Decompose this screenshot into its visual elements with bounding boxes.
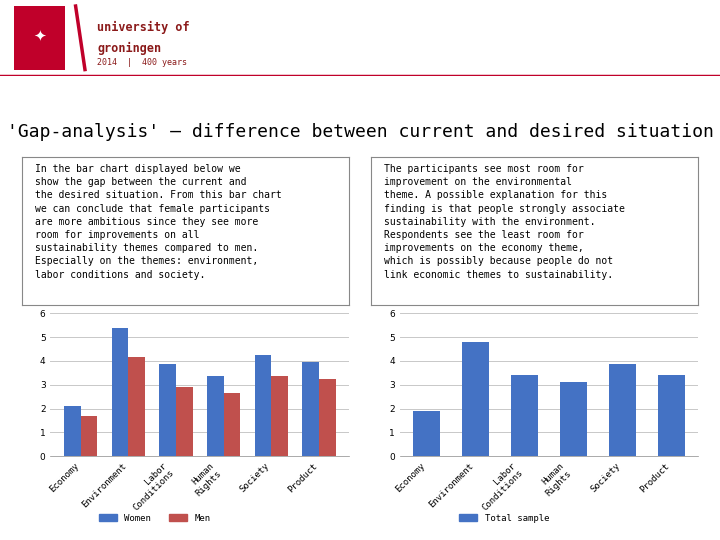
Bar	[128, 357, 145, 456]
Bar	[176, 387, 193, 456]
Text: groningen: groningen	[97, 42, 161, 55]
Bar	[224, 393, 240, 456]
Bar	[511, 375, 538, 456]
Text: The participants see most room for
improvement on the environmental
theme. A pos: The participants see most room for impro…	[384, 164, 625, 280]
Text: university of: university of	[97, 21, 190, 34]
Text: ✦: ✦	[33, 29, 46, 44]
Bar	[112, 327, 128, 456]
Text: Date 27-03-2014 |: Date 27-03-2014 |	[598, 86, 698, 97]
Bar	[319, 379, 336, 456]
Bar	[207, 376, 224, 456]
Bar	[159, 364, 176, 456]
Bar	[14, 6, 65, 70]
Bar	[81, 416, 97, 456]
Bar	[658, 375, 685, 456]
Bar	[413, 411, 440, 456]
Bar	[462, 342, 489, 456]
Text: In the bar chart displayed below we
show the gap between the current and
the des: In the bar chart displayed below we show…	[35, 164, 282, 280]
Bar	[64, 406, 81, 456]
Text: 2014  |  400 years: 2014 | 400 years	[97, 58, 187, 66]
Bar	[271, 376, 288, 456]
Legend: Total sample: Total sample	[456, 510, 553, 526]
Bar	[609, 364, 636, 456]
Text: 'Gap-analysis' – difference between current and desired situation: 'Gap-analysis' – difference between curr…	[6, 123, 714, 141]
Bar	[255, 355, 271, 456]
Bar	[560, 382, 587, 456]
Bar	[302, 362, 319, 456]
Legend: Women, Men: Women, Men	[96, 510, 215, 526]
